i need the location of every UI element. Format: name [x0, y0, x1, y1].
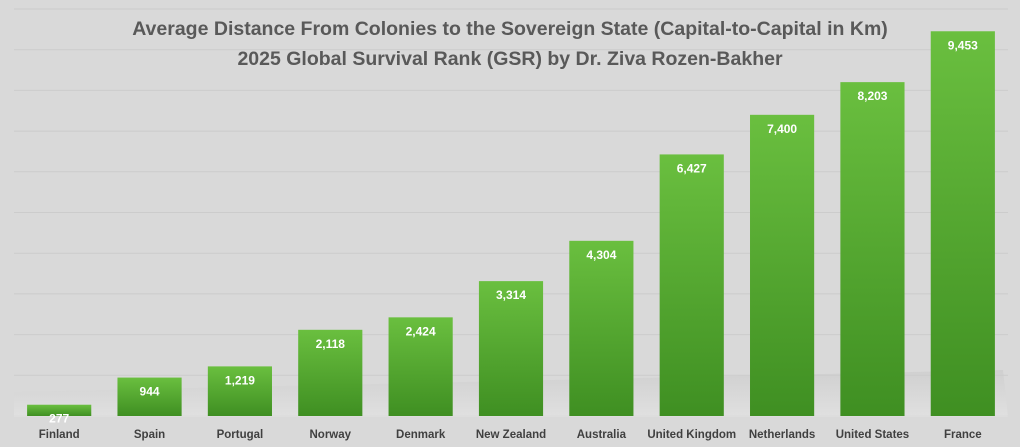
x-tick-label: Australia	[577, 429, 627, 441]
data-label: 944	[140, 385, 160, 399]
bar-australia	[569, 240, 634, 416]
x-tick-label: France	[944, 429, 982, 441]
bar-netherlands	[750, 114, 815, 416]
x-axis-tick-labels: Finland Spain Portugal Norway Denmark New Zea…	[39, 429, 982, 441]
data-label: 2,424	[406, 324, 436, 338]
bar-united-states	[840, 82, 905, 416]
data-label: 4,304	[586, 248, 616, 262]
x-tick-label: United Kingdom	[647, 429, 736, 441]
x-tick-label: New Zealand	[476, 429, 546, 441]
data-labels: 277 944 1,219 2,118 2,424 3,314 4,304 6,427 7,40…	[49, 38, 978, 425]
bar-denmark	[388, 317, 453, 416]
x-tick-label: Netherlands	[749, 429, 815, 441]
data-label: 7,400	[767, 122, 797, 136]
bar-new-zealand	[478, 281, 544, 416]
data-label: 277	[49, 412, 69, 426]
data-label: 2,118	[316, 337, 346, 351]
bars	[27, 31, 995, 417]
x-tick-label: Denmark	[396, 429, 446, 441]
bar-spain	[117, 377, 182, 416]
x-tick-label: United States	[836, 429, 910, 441]
x-tick-label: Spain	[134, 429, 165, 441]
bar-united-kingdom	[659, 154, 724, 417]
x-tick-label: Portugal	[217, 429, 264, 441]
data-label: 3,314	[496, 288, 526, 302]
data-label: 1,219	[225, 373, 255, 387]
x-tick-label: Finland	[39, 429, 80, 441]
chart-title-line-2: 2025 Global Survival Rank (GSR) by Dr. Z…	[237, 48, 783, 70]
data-label: 8,203	[857, 89, 887, 103]
x-tick-label: Norway	[309, 429, 351, 441]
data-label: 6,427	[677, 161, 707, 175]
data-label: 9,453	[948, 38, 978, 52]
chart-title-line-1: Average Distance From Colonies to the So…	[132, 18, 888, 40]
bar-finland	[27, 404, 92, 416]
bar-france	[930, 31, 995, 416]
bar-portugal	[207, 366, 272, 416]
bar-norway	[298, 329, 363, 416]
